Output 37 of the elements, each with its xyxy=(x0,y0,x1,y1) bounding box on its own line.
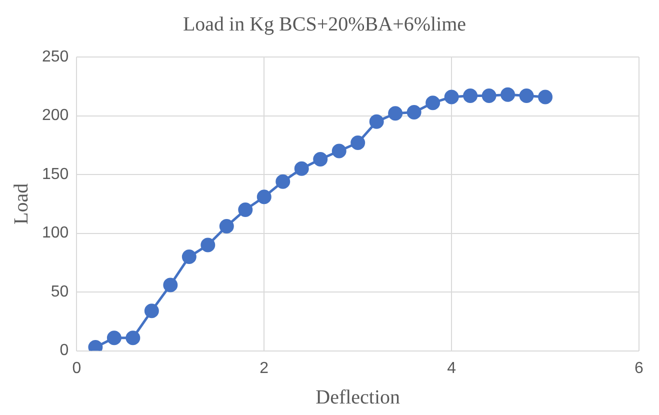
x-tick-label: 6 xyxy=(634,360,644,377)
point xyxy=(332,144,346,158)
y-axis-title: Load xyxy=(10,183,32,224)
point xyxy=(276,174,290,189)
y-tick-label: 50 xyxy=(50,283,69,300)
point xyxy=(163,278,178,292)
point xyxy=(182,250,196,264)
point xyxy=(238,202,253,218)
chart-title: Load in Kg BCS+20%BA+6%lime xyxy=(182,13,466,36)
y-tick-label: 250 xyxy=(42,48,69,66)
x-axis-title: Deflection xyxy=(316,386,400,408)
y-tick-label: 0 xyxy=(60,342,69,360)
point xyxy=(463,88,478,104)
point xyxy=(482,88,496,104)
point xyxy=(406,104,422,120)
x-tick-label: 2 xyxy=(260,360,269,377)
point xyxy=(313,152,328,166)
y-tick-label: 200 xyxy=(42,107,69,124)
point xyxy=(369,114,384,129)
point xyxy=(426,96,440,110)
point xyxy=(200,238,216,252)
y-tick-label: 100 xyxy=(42,224,69,242)
point xyxy=(388,106,403,121)
point xyxy=(444,90,459,104)
point xyxy=(500,87,516,102)
point xyxy=(350,136,366,150)
point xyxy=(106,330,122,346)
point xyxy=(519,88,534,104)
point xyxy=(538,90,553,104)
point xyxy=(144,304,159,318)
point xyxy=(256,190,272,204)
x-tick-label: 0 xyxy=(72,360,82,377)
point xyxy=(126,330,140,346)
point xyxy=(219,218,234,234)
point xyxy=(294,161,309,176)
y-tick-label: 150 xyxy=(42,166,69,183)
x-tick-label: 4 xyxy=(447,360,456,377)
